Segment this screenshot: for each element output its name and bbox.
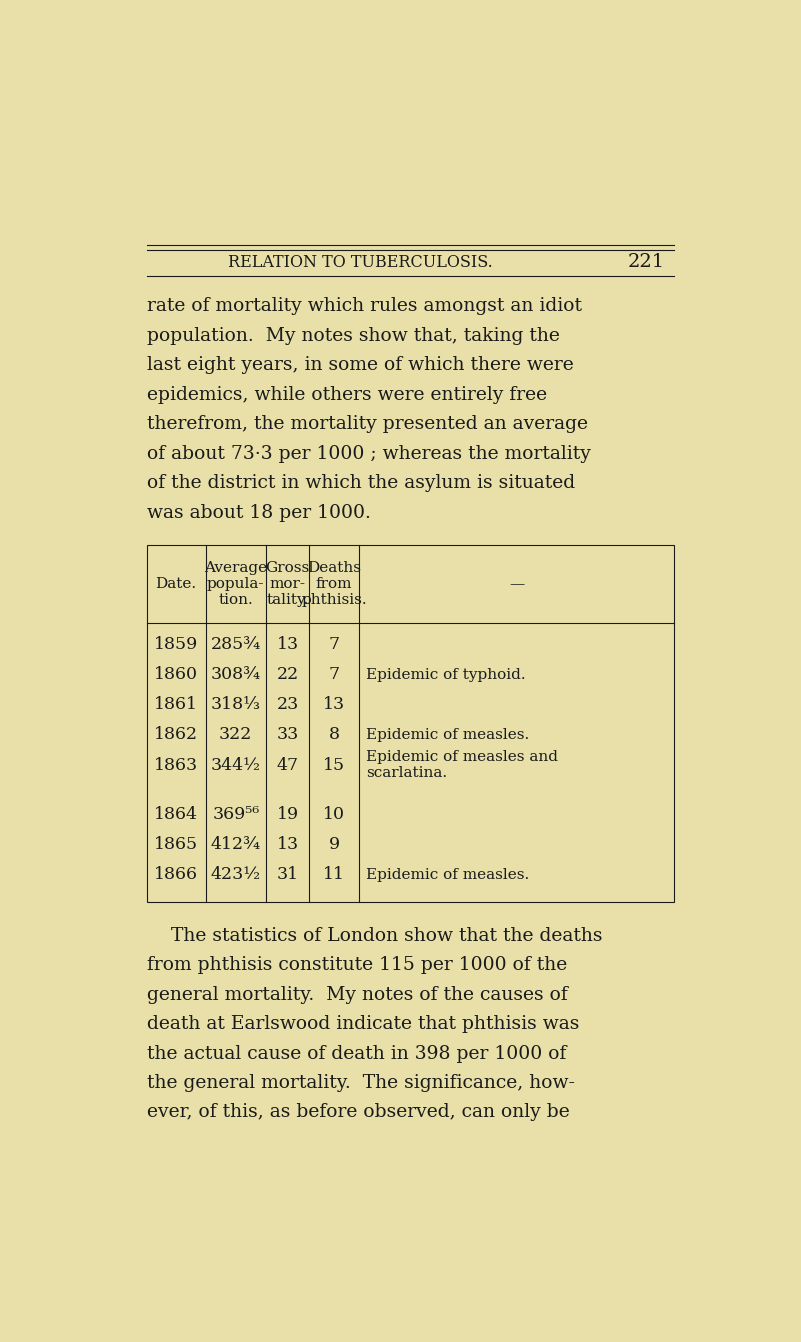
Text: Date.: Date. [155,577,197,592]
Text: 7: 7 [328,666,340,683]
Text: 1861: 1861 [154,696,198,713]
Text: 1866: 1866 [154,866,198,883]
Text: of the district in which the asylum is situated: of the district in which the asylum is s… [147,474,575,493]
Text: 19: 19 [276,805,299,823]
Text: 33: 33 [276,726,299,743]
Text: Epidemic of measles.: Epidemic of measles. [366,867,529,882]
Text: epidemics, while others were entirely free: epidemics, while others were entirely fr… [147,385,547,404]
Text: 1863: 1863 [154,757,198,774]
Text: Epidemic of measles and
scarlatina.: Epidemic of measles and scarlatina. [366,750,558,780]
Text: 31: 31 [276,866,299,883]
Text: 221: 221 [628,254,665,271]
Text: 13: 13 [323,696,345,713]
Text: Gross
mor-
tality.: Gross mor- tality. [265,561,310,608]
Text: 322: 322 [219,726,252,743]
Text: 285¾: 285¾ [211,636,261,652]
Text: 10: 10 [323,805,345,823]
Text: Epidemic of typhoid.: Epidemic of typhoid. [366,667,526,682]
Text: RELATION TO TUBERCULOSIS.: RELATION TO TUBERCULOSIS. [228,254,493,271]
Text: 11: 11 [323,866,345,883]
Text: population.  My notes show that, taking the: population. My notes show that, taking t… [147,327,560,345]
Text: 23: 23 [276,696,299,713]
Text: 15: 15 [323,757,345,774]
Text: 369⁵⁶: 369⁵⁶ [212,805,260,823]
Text: Deaths
from
phthisis.: Deaths from phthisis. [301,561,367,608]
Text: death at Earlswood indicate that phthisis was: death at Earlswood indicate that phthisi… [147,1015,579,1033]
Text: general mortality.  My notes of the causes of: general mortality. My notes of the cause… [147,985,567,1004]
Text: 344½: 344½ [211,757,261,774]
Text: 1860: 1860 [154,666,198,683]
Bar [147,545,674,902]
Text: 9: 9 [328,836,340,852]
Text: The statistics of London show that the deaths: The statistics of London show that the d… [147,927,602,945]
Text: 412¾: 412¾ [211,836,261,852]
Text: 308¾: 308¾ [211,666,261,683]
Text: 1862: 1862 [154,726,198,743]
Text: 7: 7 [328,636,340,652]
Text: 1859: 1859 [154,636,199,652]
Text: 318⅓: 318⅓ [211,696,261,713]
Text: 1865: 1865 [154,836,198,852]
Text: from phthisis constitute 115 per 1000 of the: from phthisis constitute 115 per 1000 of… [147,957,567,974]
Text: 22: 22 [276,666,299,683]
Text: —: — [509,577,525,592]
Text: therefrom, the mortality presented an average: therefrom, the mortality presented an av… [147,415,588,433]
Text: 423½: 423½ [211,866,261,883]
Text: 13: 13 [276,836,299,852]
Text: was about 18 per 1000.: was about 18 per 1000. [147,503,371,522]
Text: last eight years, in some of which there were: last eight years, in some of which there… [147,357,574,374]
Text: the general mortality.  The significance, how-: the general mortality. The significance,… [147,1074,574,1092]
Text: Average
popula-
tion.: Average popula- tion. [204,561,268,608]
Text: ever, of this, as before observed, can only be: ever, of this, as before observed, can o… [147,1103,570,1122]
Text: 47: 47 [276,757,299,774]
Text: Epidemic of measles.: Epidemic of measles. [366,727,529,742]
Text: 8: 8 [328,726,340,743]
Text: the actual cause of death in 398 per 1000 of: the actual cause of death in 398 per 100… [147,1044,566,1063]
Text: 1864: 1864 [154,805,198,823]
Text: rate of mortality which rules amongst an idiot: rate of mortality which rules amongst an… [147,298,582,315]
Text: 13: 13 [276,636,299,652]
Text: of about 73·3 per 1000 ; whereas the mortality: of about 73·3 per 1000 ; whereas the mor… [147,444,590,463]
